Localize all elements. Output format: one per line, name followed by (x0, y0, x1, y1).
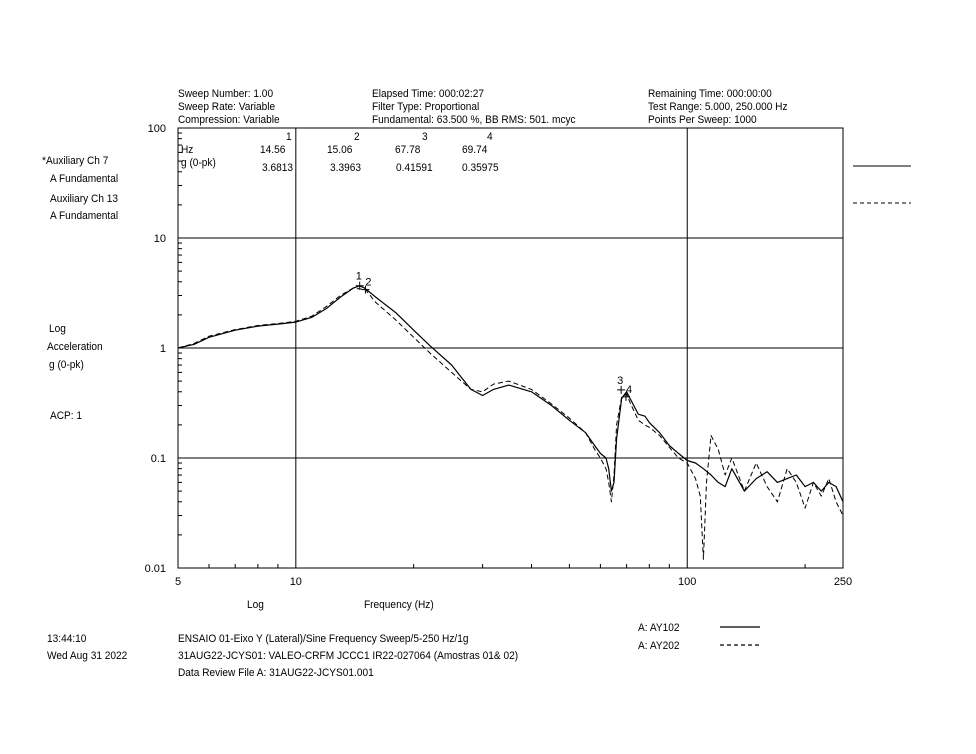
footer-time: 13:44:10 (47, 633, 87, 645)
legend-label-1: A: AY102 (638, 622, 680, 634)
channel-1-type: A Fundamental (50, 173, 119, 185)
chart-series (177, 285, 844, 560)
marker-g-label: g (0-pk) (181, 157, 216, 169)
marker-col-1: 1 (286, 131, 292, 143)
footer-date: Wed Aug 31 2022 (47, 650, 128, 662)
chart-markers: 1 2 34 (355, 271, 632, 401)
marker-label: 4 (626, 384, 632, 396)
y-tick-label: 0.1 (151, 453, 166, 465)
marker-col-2: 2 (354, 131, 360, 143)
y-tick-label: 0.01 (145, 563, 166, 575)
series-line-2 (177, 287, 844, 560)
x-tick-label: 5 (175, 576, 181, 588)
marker-hz-label: Hz (181, 144, 194, 156)
ylabel-line-2: Acceleration (47, 341, 103, 353)
channel-2-type: A Fundamental (50, 210, 119, 222)
marker-hz-2: 15.06 (327, 144, 353, 156)
series-line-1 (177, 285, 844, 503)
sweep-number: Sweep Number: 1.00 (178, 88, 274, 100)
x-tick-label: 10 (290, 576, 302, 588)
marker-hz-4: 69.74 (462, 144, 488, 156)
y-tick-label: 1 (160, 343, 166, 355)
x-axis-label: Frequency (Hz) (364, 599, 434, 611)
remaining-time: Remaining Time: 000:00:00 (648, 88, 772, 100)
ylabel-line-3: g (0-pk) (49, 359, 84, 371)
filter-type: Filter Type: Proportional (372, 101, 480, 113)
chart-grid (178, 128, 843, 568)
ylabel-line-1: Log (49, 323, 66, 335)
sweep-rate: Sweep Rate: Variable (178, 101, 276, 113)
marker-label: 3 (617, 375, 623, 387)
channel-1-name: *Auxiliary Ch 7 (42, 155, 109, 167)
y-tick-label: 10 (154, 233, 166, 245)
marker-col-4: 4 (487, 131, 493, 143)
marker-hz-1: 14.56 (260, 144, 286, 156)
marker-g-3: 0.41591 (396, 162, 433, 174)
marker-g-1: 3.6813 (262, 162, 293, 174)
footer-data-file: Data Review File A: 31AUG22-JCYS01.001 (178, 667, 374, 679)
y-tick-label: 100 (148, 123, 166, 135)
marker-hz-3: 67.78 (395, 144, 421, 156)
marker-label: 1 (356, 271, 362, 283)
elapsed-time: Elapsed Time: 000:02:27 (372, 88, 484, 100)
legend-label-2: A: AY202 (638, 640, 680, 652)
points-per-sweep: Points Per Sweep: 1000 (648, 114, 757, 126)
footer-test-title: ENSAIO 01-Eixo Y (Lateral)/Sine Frequenc… (178, 633, 469, 645)
acp-label: ACP: 1 (50, 410, 83, 422)
chart-ticks: 0.01 0.1 1 10 100 5 10 100 250 (145, 123, 853, 588)
marker-g-4: 0.35975 (462, 162, 499, 174)
x-tick-label: 250 (834, 576, 852, 588)
compression: Compression: Variable (178, 114, 280, 126)
channel-2-name: Auxiliary Ch 13 (50, 193, 119, 205)
plot-frame (177, 127, 844, 569)
footer-test-id: 31AUG22-JCYS01: VALEO-CRFM JCCC1 IR22-02… (178, 650, 519, 662)
fundamental-info: Fundamental: 63.500 %, BB RMS: 501. mcyc (372, 114, 576, 126)
x-tick-label: 100 (678, 576, 696, 588)
marker-label: 2 (365, 277, 371, 289)
test-range: Test Range: 5.000, 250.000 Hz (648, 101, 788, 113)
x-scale-label: Log (247, 599, 264, 611)
marker-g-2: 3.3963 (330, 162, 361, 174)
marker-col-3: 3 (422, 131, 428, 143)
